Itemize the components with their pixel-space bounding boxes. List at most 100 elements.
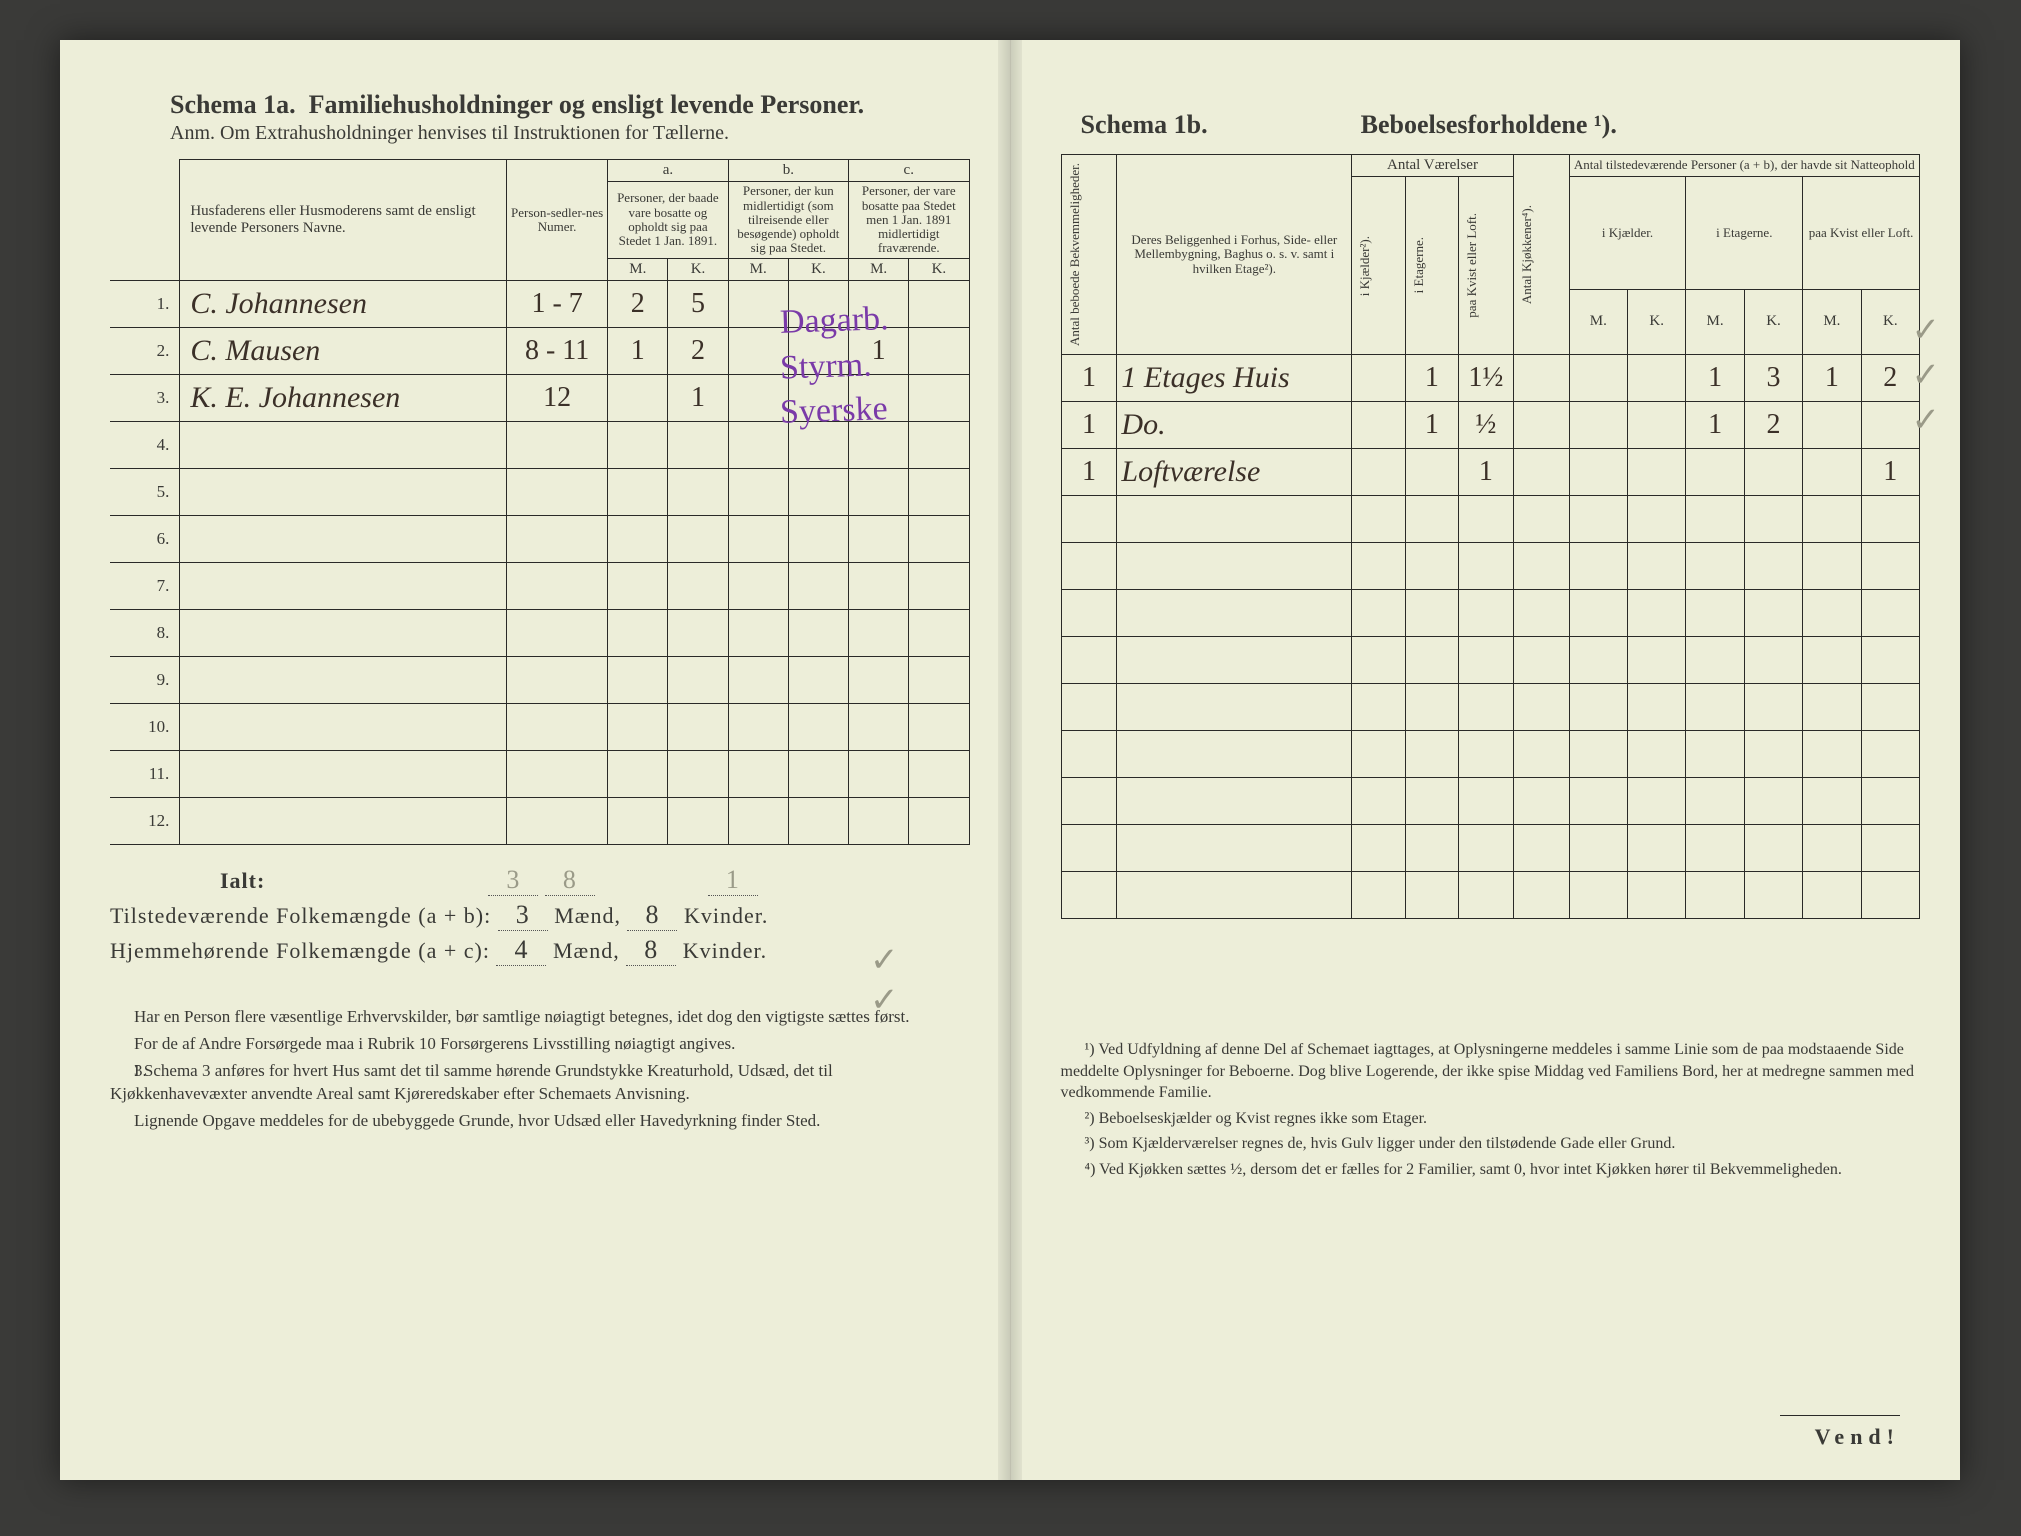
person-name: K. E. Johannesen [180, 374, 507, 421]
ialt-a-m: 3 [488, 865, 538, 896]
tilstede-kvinder: Kvinder. [684, 903, 768, 928]
kjok-val [1513, 637, 1569, 684]
pkj-k [1628, 731, 1686, 778]
sedler-num [507, 750, 608, 797]
b-m-val [728, 515, 788, 562]
col-antal-bekv: Antal beboede Bekvemmeligheder. [1066, 157, 1084, 352]
bekv-val [1061, 684, 1117, 731]
pkj-k [1628, 825, 1686, 872]
schema-1a-anm: Anm. Om Extrahusholdninger henvises til … [170, 122, 970, 145]
b-m-val [728, 609, 788, 656]
right-check-2: ✓ [1912, 355, 1941, 395]
table-row [1061, 637, 1920, 684]
schema-1a-label: Schema 1a. [170, 90, 296, 119]
pkv-m [1803, 496, 1861, 543]
a-k-val [668, 468, 728, 515]
b-k-val [788, 750, 848, 797]
right-fn2: ²) Beboelseskjælder og Kvist regnes ikke… [1061, 1108, 1921, 1130]
a-k-val [668, 656, 728, 703]
et-val [1405, 731, 1458, 778]
pkj-k [1628, 778, 1686, 825]
kj-val [1352, 449, 1405, 496]
pkj-m [1569, 684, 1627, 731]
kjok-val [1513, 731, 1569, 778]
tilstede-label: Tilstedeværende Folkemængde (a + b): [110, 903, 491, 928]
kj-val [1352, 731, 1405, 778]
tilstede-k: 8 [627, 900, 677, 931]
table-row: 7. [110, 562, 969, 609]
grp-vaerelser: Antal Værelser [1352, 155, 1514, 177]
pkv-k [1861, 778, 1919, 825]
belig-val [1117, 496, 1352, 543]
right-check-1: ✓ [1912, 310, 1941, 350]
pkj-k [1628, 496, 1686, 543]
pkv-m [1803, 543, 1861, 590]
kv-val [1459, 778, 1514, 825]
pkj-m [1569, 731, 1627, 778]
v-etagerne: i Etagerne. [1410, 231, 1428, 299]
c-k-val [909, 562, 969, 609]
kv-val [1459, 590, 1514, 637]
c-k-val [909, 280, 969, 327]
et-val [1405, 496, 1458, 543]
tilstede-m: 3 [498, 900, 548, 931]
a-k-val [668, 562, 728, 609]
kjok-val [1513, 684, 1569, 731]
pkj-k [1628, 543, 1686, 590]
c-m-val [849, 750, 909, 797]
pkj-k [1628, 590, 1686, 637]
row-number: 10. [110, 703, 180, 750]
a-m-val [608, 656, 668, 703]
ialt-a-k: 8 [545, 865, 595, 896]
a-m-val [608, 703, 668, 750]
pkv-k [1861, 825, 1919, 872]
row-number: 9. [110, 656, 180, 703]
bekv-val: 1 [1061, 355, 1117, 402]
kj-val [1352, 872, 1405, 919]
pkj-m [1569, 449, 1627, 496]
row-number: 8. [110, 609, 180, 656]
pkj-m [1569, 496, 1627, 543]
kj-val [1352, 402, 1405, 449]
occupation-2: Styrm. [779, 346, 872, 387]
pet-k: 3 [1744, 355, 1802, 402]
footnote-3-num: 3. [110, 1060, 134, 1083]
pkj-m [1569, 590, 1627, 637]
pkv-m [1803, 637, 1861, 684]
group-b-label: b. [728, 160, 848, 182]
pv-m: M. [1803, 289, 1861, 354]
et-val [1405, 637, 1458, 684]
kv-val [1459, 637, 1514, 684]
kv-val [1459, 496, 1514, 543]
kv-val [1459, 825, 1514, 872]
et-val [1405, 590, 1458, 637]
table-row [1061, 543, 1920, 590]
c-k-val [909, 515, 969, 562]
a-k-val: 1 [668, 374, 728, 421]
group-c-desc: Personer, der vare bosatte paa Stedet me… [849, 182, 969, 258]
col-name: Husfaderens eller Husmoderens samt de en… [180, 160, 507, 281]
pet-m [1686, 590, 1744, 637]
c-k: K. [909, 258, 969, 280]
sedler-num [507, 421, 608, 468]
b-k-val [788, 609, 848, 656]
et-val [1405, 825, 1458, 872]
pet-k [1744, 590, 1802, 637]
right-fn4: ⁴) Ved Kjøkken sættes ½, dersom det er f… [1061, 1159, 1921, 1181]
schema-1a-table: Husfaderens eller Husmoderens samt de en… [110, 159, 970, 845]
occupation-3: Syerske [779, 390, 888, 432]
footnote-3: I Schema 3 anføres for hvert Hus samt de… [110, 1061, 833, 1103]
pkj-k [1628, 872, 1686, 919]
table-row: 1Do.1½12 [1061, 402, 1920, 449]
sub-kjaelder: i Kjælder. [1569, 177, 1686, 290]
belig-val [1117, 731, 1352, 778]
kj-val [1352, 684, 1405, 731]
pet-k [1744, 449, 1802, 496]
kjok-val [1513, 543, 1569, 590]
bekv-val [1061, 825, 1117, 872]
sub-kvist: paa Kvist eller Loft. [1803, 177, 1920, 290]
person-name [180, 656, 507, 703]
row-number: 4. [110, 421, 180, 468]
col-personsedler: Person-sedler-nes Numer. [507, 160, 608, 281]
pkj-k [1628, 355, 1686, 402]
